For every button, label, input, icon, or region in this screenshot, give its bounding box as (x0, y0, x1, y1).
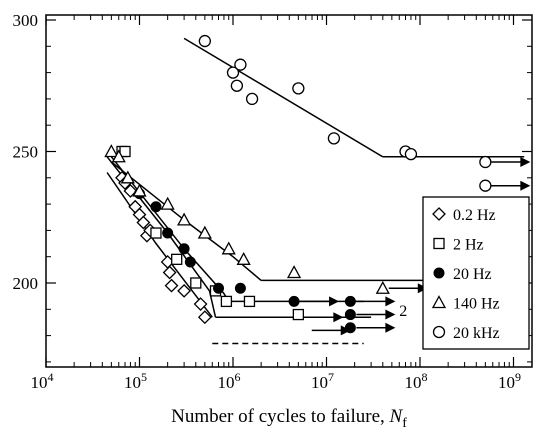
point-140-hz (104, 144, 119, 158)
point-140-hz (197, 225, 212, 239)
point-2-hz (292, 308, 305, 321)
legend-marker-2-hz (433, 237, 445, 250)
point-20-hz (288, 295, 300, 307)
point-2-hz (171, 253, 183, 265)
point-20-hz (344, 295, 356, 307)
runout-arrow-head (520, 157, 531, 168)
point-140-hz (236, 251, 251, 265)
legend-marker-20-hz (433, 267, 445, 279)
x-tick-label: 109 (498, 370, 521, 392)
point-20-hz (213, 282, 225, 294)
point-140-hz (120, 170, 135, 184)
annotation-label: 2 (399, 303, 407, 320)
point-140-hz (132, 183, 147, 197)
legend-label: 20 kHz (453, 325, 500, 342)
point-20-khz (327, 132, 341, 145)
x-axis-label: Number of cycles to failure, Nf (171, 406, 407, 431)
point-20-hz (178, 243, 190, 255)
legend-label: 0.2 Hz (453, 207, 496, 224)
legend-marker-20-khz (432, 325, 446, 339)
runout-arrow-head (329, 296, 340, 307)
x-tick-label: 108 (405, 370, 428, 392)
point-20-hz (234, 282, 246, 294)
point-0-2-hz (177, 283, 192, 298)
point-20-hz (184, 256, 196, 268)
axis-ticks: 104 105 106 107 108 109 200 250 300 (13, 11, 532, 392)
point-0-2-hz (193, 297, 208, 311)
x-tick-label: 105 (124, 370, 147, 392)
point-20-khz (198, 34, 212, 48)
runout-arrow-head (385, 296, 396, 307)
point-20-khz (479, 155, 492, 169)
point-140-hz (375, 280, 390, 294)
point-140-hz (111, 149, 126, 163)
legend-marker-0-2-hz (432, 207, 446, 221)
point-2-hz (220, 295, 233, 308)
x-tick-label: 104 (31, 370, 54, 392)
runout-arrow-head (385, 309, 396, 320)
point-140-hz (286, 265, 302, 279)
point-20-khz (479, 179, 492, 192)
y-tick-label: 200 (13, 274, 39, 293)
legend-label: 140 Hz (453, 296, 500, 313)
runout-arrow-head (385, 322, 396, 333)
point-20-hz (150, 201, 162, 213)
runout-arrows (300, 157, 531, 336)
point-140-hz (221, 241, 236, 255)
legend: 0.2 Hz 2 Hz 20 Hz 140 Hz 20 kHz (422, 196, 530, 350)
point-0-2-hz (197, 310, 212, 325)
point-0-2-hz (164, 278, 179, 293)
legend-marker-140-hz (431, 295, 447, 309)
point-20-khz (226, 66, 240, 79)
data-markers (104, 34, 492, 334)
fit-line-0-2-hz (106, 172, 213, 318)
point-20-khz (245, 92, 259, 106)
fit-line-20-khz (183, 37, 384, 158)
point-2-hz (150, 227, 162, 239)
point-140-hz (160, 196, 175, 210)
point-0-2-hz (162, 265, 177, 280)
y-tick-label: 300 (13, 11, 39, 30)
point-140-hz (177, 212, 192, 226)
runout-arrow-head (520, 180, 531, 191)
runout-arrow-head (333, 312, 344, 323)
point-20-khz (404, 147, 418, 161)
legend-label: 20 Hz (453, 266, 492, 283)
legend-label: 2 Hz (453, 237, 484, 254)
point-2-hz (243, 295, 256, 308)
y-tick-label: 250 (13, 143, 39, 162)
x-tick-label: 107 (311, 370, 334, 392)
annotations: 2 (399, 303, 407, 320)
point-20-khz (230, 79, 244, 92)
point-20-hz (344, 309, 356, 321)
point-2-hz (190, 277, 202, 289)
runout-arrow-head (340, 325, 351, 336)
x-tick-label: 106 (218, 370, 241, 392)
point-2-hz (119, 145, 131, 158)
point-0-2-hz (123, 184, 138, 198)
point-20-khz (234, 58, 247, 71)
point-20-khz (292, 82, 305, 95)
point-20-hz (162, 227, 174, 239)
point-0-2-hz (136, 215, 151, 230)
